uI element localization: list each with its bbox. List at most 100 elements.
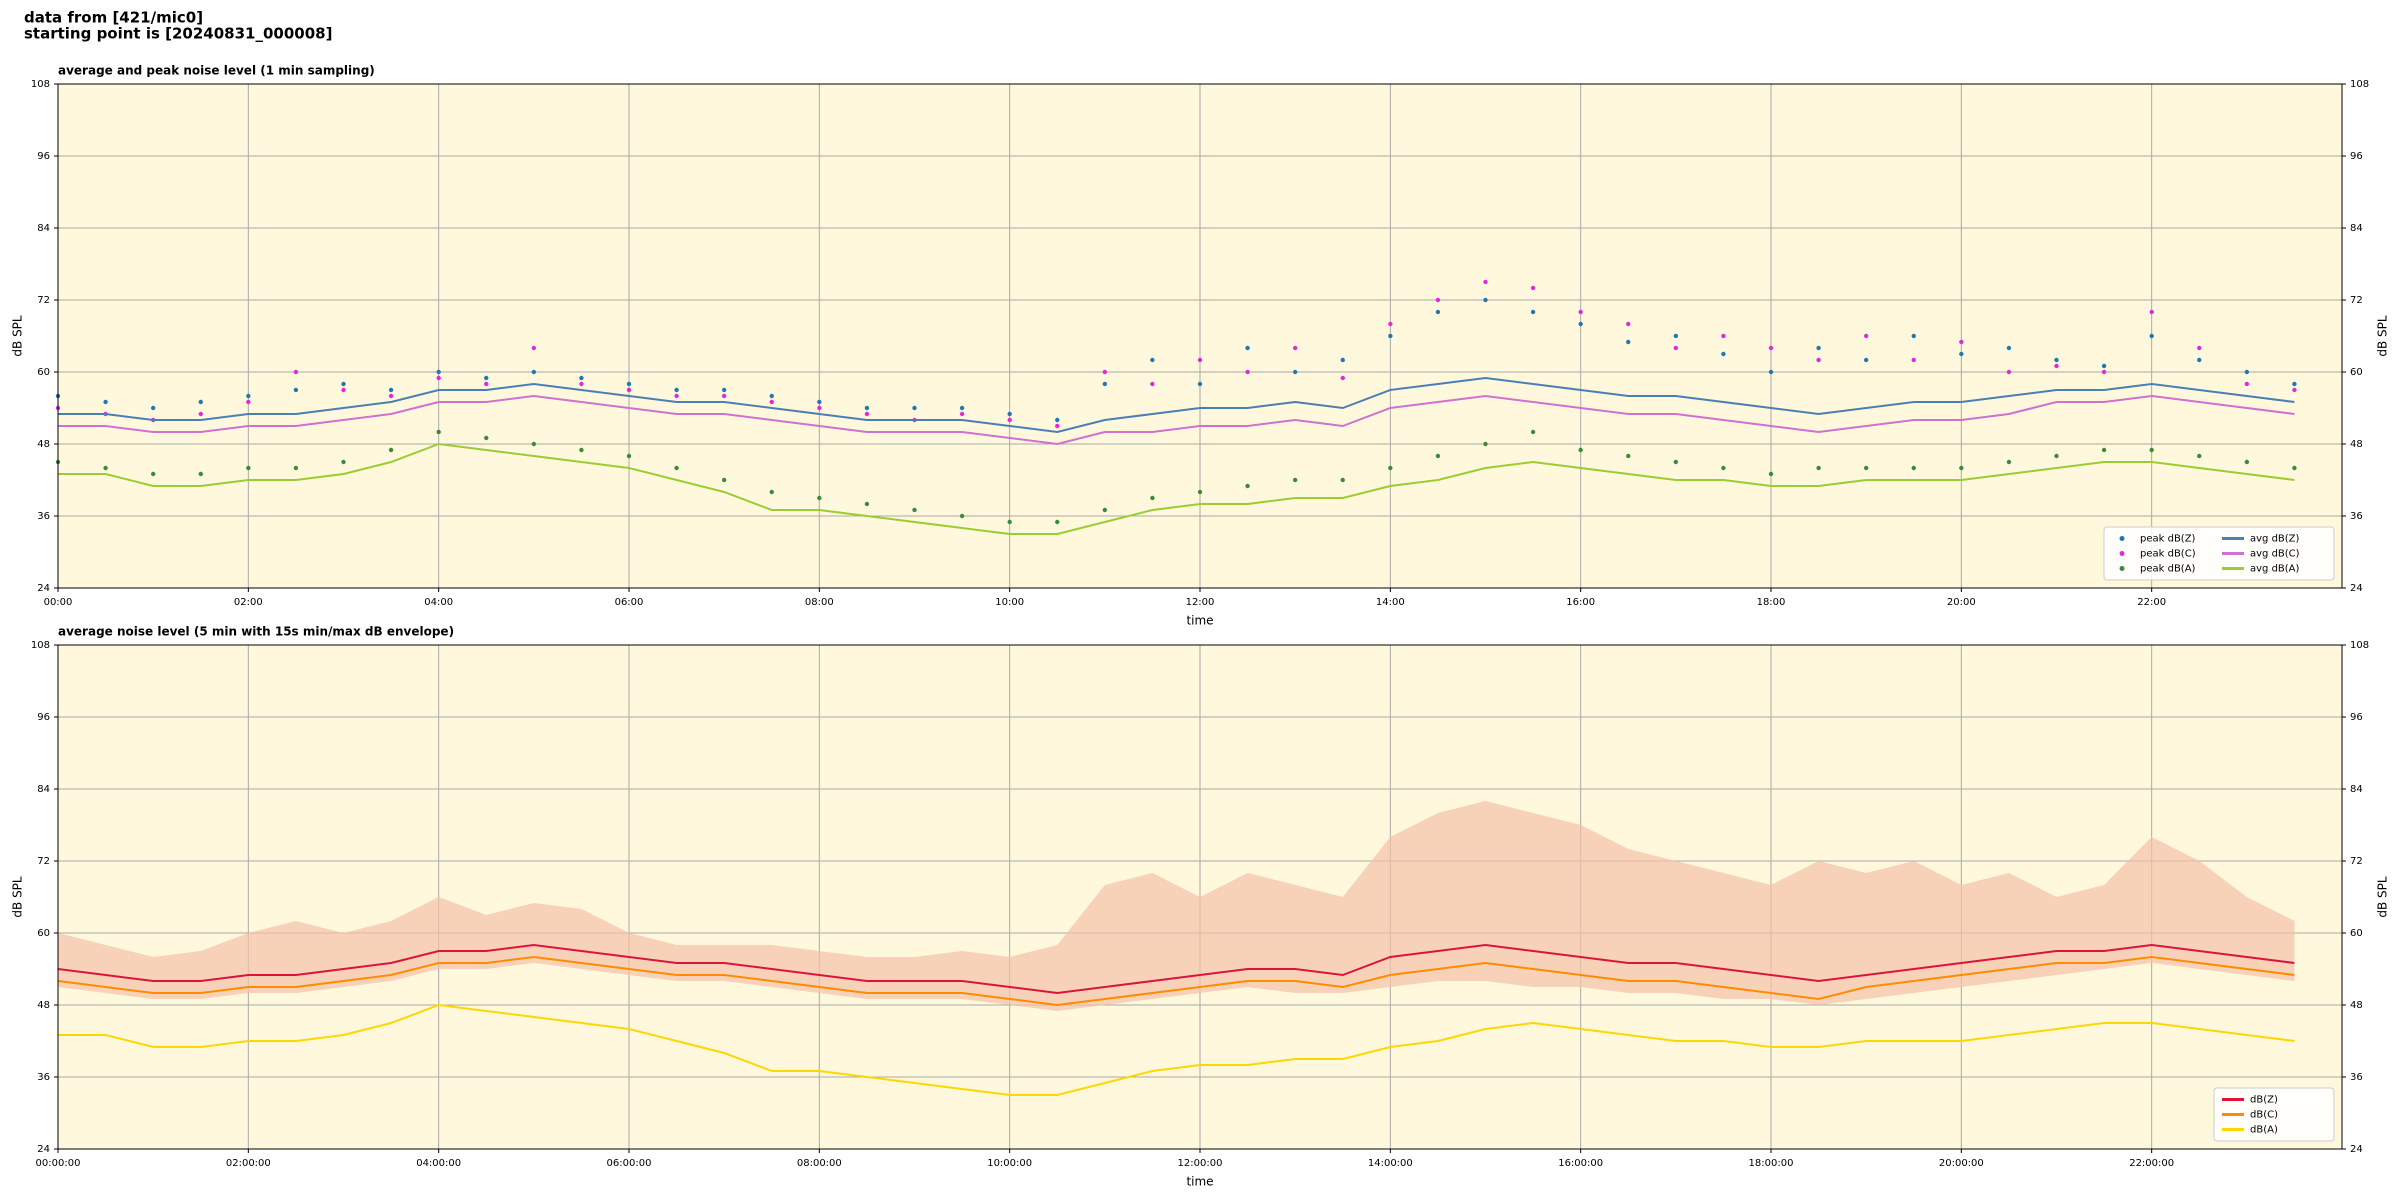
peak-point [1102, 507, 1108, 513]
x-tick-label: 00:00 [44, 597, 73, 608]
peak-point [1578, 447, 1583, 453]
peak-point [1292, 477, 1298, 483]
peak-point [1626, 453, 1631, 459]
peak-point [2101, 363, 2107, 369]
x-tick-label: 14:00:00 [1368, 1158, 1413, 1169]
y-tick-label-right: 48 [2350, 1000, 2363, 1011]
peak-point [721, 387, 727, 393]
peak-point [864, 405, 870, 411]
peak-point [246, 399, 251, 405]
peak-point [1102, 381, 1108, 387]
peak-point [2006, 369, 2012, 375]
peak-point [1197, 489, 1203, 495]
legend-box [2103, 526, 2335, 581]
y-tick-label: 36 [37, 1072, 50, 1083]
peak-point [531, 441, 537, 447]
peak-point [246, 393, 251, 399]
x-tick-label: 08:00 [805, 597, 834, 608]
series-line [58, 394, 2295, 446]
peak-point [1483, 297, 1488, 303]
peak-point [1435, 297, 1441, 303]
peak-point [341, 381, 346, 387]
peak-point [1150, 381, 1155, 387]
y-tick-label: 24 [37, 1144, 50, 1155]
series-group [58, 1003, 2295, 1096]
peak-point [436, 369, 441, 375]
peak-point [1578, 309, 1583, 315]
x-tick-label: 12:00:00 [1178, 1158, 1223, 1169]
peak-point [198, 399, 203, 405]
peak-point [2149, 447, 2154, 453]
y-tick-label-right: 96 [2350, 712, 2363, 723]
peak-point [864, 501, 870, 507]
header-line: data from [421/mic0] [24, 9, 203, 27]
peak-point [1197, 357, 1203, 363]
y-tick-label-right: 108 [2350, 640, 2369, 651]
series-line [57, 955, 2295, 1007]
peak-point [388, 387, 394, 393]
plot-frame [57, 83, 2343, 589]
peak-point [1007, 417, 1012, 423]
x-tick-label: 02:00:00 [226, 1158, 271, 1169]
peak-point [103, 399, 108, 405]
legend-label: peak dB(Z) [2140, 534, 2196, 545]
peak-point [293, 387, 299, 393]
peak-point [769, 399, 774, 405]
peak-point [674, 387, 679, 393]
chart-title: average and peak noise level (1 min samp… [58, 64, 375, 78]
peak-point [769, 393, 774, 399]
y-tick-label: 60 [37, 928, 50, 939]
peak-point [1768, 369, 1774, 375]
peak-point [1959, 351, 1964, 357]
peak-point [674, 465, 679, 471]
y-tick-label: 72 [37, 856, 50, 867]
series-line [57, 943, 2295, 995]
peak-point [150, 405, 156, 411]
y-axis-label: dB SPL [11, 876, 25, 918]
peak-point [2149, 333, 2154, 339]
y-tick-label-right: 108 [2350, 79, 2369, 90]
peak-point [817, 495, 822, 501]
peak-point [1197, 381, 1203, 387]
peak-point [484, 381, 489, 387]
peak-point [817, 399, 822, 405]
x-tick-label: 08:00:00 [797, 1158, 842, 1169]
series-group [58, 394, 2295, 446]
peak-point [2149, 309, 2154, 315]
x-tick-label: 06:00 [615, 597, 644, 608]
plot-frame [57, 644, 2343, 1150]
peak-point [1055, 519, 1060, 525]
peak-point [1626, 321, 1631, 327]
y-tick-label-right: 60 [2350, 367, 2363, 378]
legend-label: peak dB(C) [2140, 549, 2196, 560]
peak-point [1721, 351, 1726, 357]
peak-point [2101, 369, 2107, 375]
peak-point [2006, 345, 2012, 351]
peak-point [1245, 369, 1250, 375]
y-tick-label: 48 [37, 1000, 50, 1011]
chart-title: average noise level (5 min with 15s min/… [58, 625, 454, 639]
y-tick-label: 60 [37, 367, 50, 378]
peak-point [817, 405, 822, 411]
y-axis-label: dB SPL [11, 315, 25, 357]
series-group [58, 442, 2295, 535]
peak-point [1863, 465, 1869, 471]
y-tick-label-right: 24 [2350, 1144, 2363, 1155]
peak-point [1673, 459, 1679, 465]
peak-point [1102, 369, 1108, 375]
legend-label: dB(A) [2250, 1125, 2278, 1136]
peak-point [1292, 369, 1298, 375]
legend-label: avg dB(Z) [2250, 534, 2300, 545]
peak-point [2054, 453, 2059, 459]
peak-point [674, 393, 679, 399]
peak-point [388, 393, 394, 399]
peak-point [531, 345, 537, 351]
peak-point [626, 387, 632, 393]
x-tick-label: 06:00:00 [607, 1158, 652, 1169]
peak-point [579, 375, 584, 381]
x-tick-label: 18:00 [1757, 597, 1786, 608]
peak-point [912, 405, 917, 411]
series-line [58, 376, 2295, 434]
peak-point [484, 435, 489, 441]
y-tick-label: 48 [37, 439, 50, 450]
